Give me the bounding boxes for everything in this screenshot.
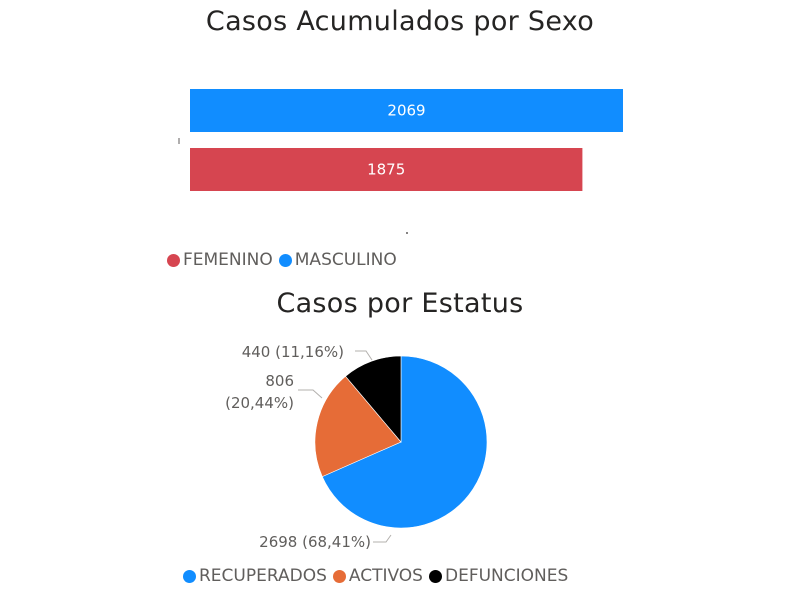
bar-label-masculino: 2069 [387, 102, 425, 120]
leader-line-activos [298, 389, 323, 399]
legend-item-activos[interactable]: ACTIVOS [332, 566, 423, 586]
legend-label-femenino: FEMENINO [183, 250, 273, 270]
bar-legend: FEMENINO MASCULINO [167, 250, 403, 270]
leader-line-recuperados [373, 534, 392, 543]
legend-label-masculino: MASCULINO [294, 250, 397, 270]
legend-label-defunciones: DEFUNCIONES [444, 566, 569, 586]
bar-femenino [190, 148, 583, 191]
pie-slice-defunciones [345, 355, 402, 443]
bar-chart-title: Casos Acumulados por Sexo [205, 6, 595, 37]
legend-label-recuperados: RECUPERADOS [199, 566, 327, 586]
pie-label-activos: 806 (20,44%) [225, 372, 294, 412]
legend-marker-masculino [278, 253, 292, 267]
legend-marker-activos [332, 569, 346, 583]
bar-masculino [190, 89, 623, 132]
legend-item-masculino[interactable]: MASCULINO [278, 250, 397, 270]
pie-slice-activos [314, 375, 402, 478]
leader-line-defunciones [355, 350, 373, 361]
pie-label-recuperados: 2698 (68,41%) [259, 533, 371, 551]
legend-marker-recuperados [183, 569, 196, 583]
pie-label-defunciones: 440 (11,16%) [242, 343, 344, 361]
bar-axis-dot [406, 232, 408, 234]
bar-label-femenino: 1875 [367, 161, 405, 179]
legend-label-activos: ACTIVOS [348, 566, 423, 586]
pie-legend: RECUPERADOS ACTIVOS DEFUNCIONES [183, 566, 574, 586]
legend-item-defunciones[interactable]: DEFUNCIONES [428, 566, 569, 586]
pie-chart-title: Casos por Estatus [276, 288, 524, 319]
legend-item-recuperados[interactable]: RECUPERADOS [183, 566, 327, 586]
legend-item-femenino[interactable]: FEMENINO [167, 250, 273, 270]
pie-slice-recuperados [321, 355, 488, 529]
legend-marker-defunciones [428, 569, 442, 583]
legend-marker-femenino [167, 253, 180, 267]
